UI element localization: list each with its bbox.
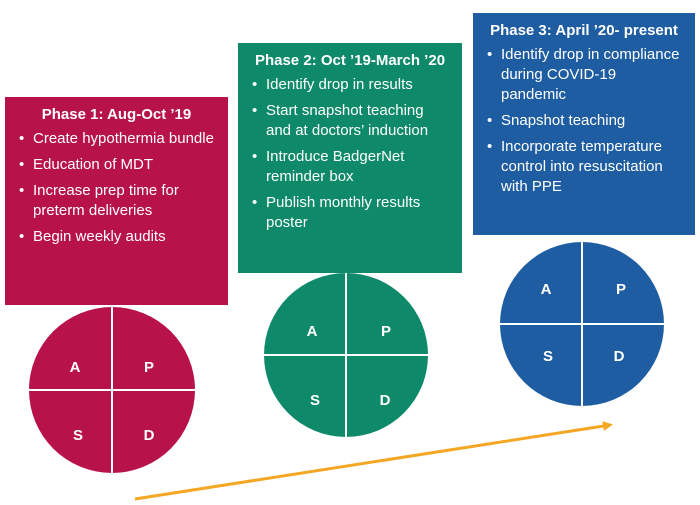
pdsa-plan-label: P xyxy=(381,323,391,340)
phase-1-box: Phase 1: Aug-Oct ’19 Create hypothermia … xyxy=(5,97,228,305)
pdsa-do-label: D xyxy=(144,427,155,444)
phase-2-item: Identify drop in results xyxy=(250,75,450,95)
phase-2-item: Start snapshot teaching and at doctors’ … xyxy=(250,101,450,141)
pdsa-plan-label: P xyxy=(616,281,626,298)
phase-1-item: Education of MDT xyxy=(17,155,216,175)
phase-2-item: Publish monthly results poster xyxy=(250,193,450,233)
phase-2-list: Identify drop in results Start snapshot … xyxy=(250,75,450,233)
pdsa-study-label: S xyxy=(310,392,320,409)
phase-1-item: Begin weekly audits xyxy=(17,227,216,247)
phase-3-title: Phase 3: April ’20- present xyxy=(490,22,678,39)
phase-1-item: Increase prep time for preterm deliverie… xyxy=(17,181,216,221)
pdsa-act-label: A xyxy=(70,359,81,376)
pdsa-plan-label: P xyxy=(144,359,154,376)
phase-3-item: Snapshot teaching xyxy=(485,111,683,131)
pdsa-act-label: A xyxy=(307,323,318,340)
phase-1-list: Create hypothermia bundle Education of M… xyxy=(17,129,216,247)
pdsa-study-label: S xyxy=(543,348,553,365)
phase-2-box: Phase 2: Oct ’19-March ’20 Identify drop… xyxy=(238,43,462,273)
pdsa-act-label: A xyxy=(541,281,552,298)
pdsa-cycle-2: A P S D xyxy=(264,273,428,437)
progress-arrow xyxy=(134,421,613,501)
phase-2-title: Phase 2: Oct ’19-March ’20 xyxy=(254,52,446,69)
phase-1-item: Create hypothermia bundle xyxy=(17,129,216,149)
pdsa-cycle-1: A P S D xyxy=(29,307,195,473)
phase-2-item: Introduce BadgerNet reminder box xyxy=(250,147,450,187)
phase-1-title: Phase 1: Aug-Oct ’19 xyxy=(41,106,192,123)
phase-3-item: Identify drop in compliance during COVID… xyxy=(485,45,683,105)
phase-3-list: Identify drop in compliance during COVID… xyxy=(485,45,683,197)
pdsa-do-label: D xyxy=(380,392,391,409)
pdsa-cycle-3: A P S D xyxy=(500,242,664,406)
pdsa-study-label: S xyxy=(73,427,83,444)
phase-3-box: Phase 3: April ’20- present Identify dro… xyxy=(473,13,695,235)
pdsa-do-label: D xyxy=(614,348,625,365)
phase-3-item: Incorporate temperature control into res… xyxy=(485,137,683,197)
